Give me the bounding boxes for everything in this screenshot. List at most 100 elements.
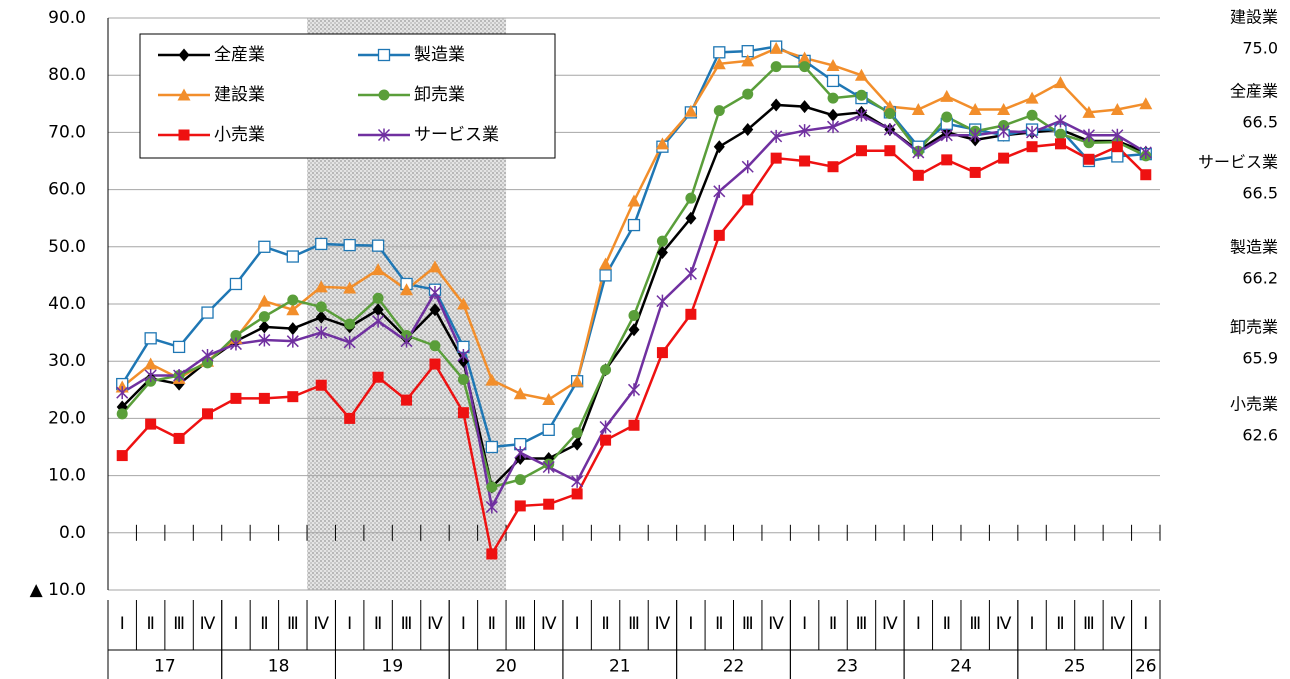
point [485,373,499,386]
x-tick-label: Ⅳ [768,614,784,633]
point [1053,76,1067,89]
point [456,297,470,310]
point [172,340,186,354]
point [599,269,612,282]
point [343,281,357,294]
point [969,166,981,178]
point [1111,128,1124,142]
point [969,128,982,142]
point [1026,109,1038,121]
x-tick-label: Ⅳ [541,614,557,633]
point [286,334,299,348]
point [258,320,270,334]
point [314,280,328,293]
year-label: 25 [1064,657,1086,677]
point [371,263,385,276]
point [429,340,441,352]
x-tick-label: Ⅱ [146,614,154,633]
annotation-name: 全産業 [1230,82,1278,101]
point [742,88,754,100]
x-tick-label: Ⅲ [287,614,299,633]
x-tick-label: Ⅲ [401,614,413,633]
point [799,61,811,73]
y-tick-label: 70.0 [48,122,86,142]
point [713,46,726,59]
x-tick-label: Ⅱ [943,614,951,633]
annotations: 建設業 75.0 全産業 66.5 サービス業 66.5 製造業 66.2 卸売業 65.9 小売業… [1198,8,1278,445]
annotation-value: 75.0 [1242,39,1278,58]
point [144,357,158,370]
x-tick-label: Ⅱ [260,614,268,633]
year-label: 19 [382,657,404,677]
x-tick-label: Ⅰ [233,614,238,633]
point [372,303,384,317]
point [742,123,754,137]
point [599,420,612,434]
y-tick-label: 90.0 [48,8,86,28]
point [258,240,271,253]
y-tick-label: 50.0 [48,237,86,257]
year-label: 20 [495,657,517,677]
point [1054,128,1066,140]
legend-marker [377,48,391,62]
point [826,58,840,71]
x-tick-label: Ⅱ [488,614,496,633]
x-tick-label: Ⅲ [1083,614,1095,633]
point [713,184,726,198]
point [884,108,896,120]
point [826,120,840,134]
point [173,432,185,444]
point [457,348,470,362]
point [571,488,583,500]
y-tick-label: 60.0 [48,180,86,200]
point [514,500,526,512]
point [1083,153,1095,165]
annotation-value: 66.5 [1242,113,1278,132]
y-tick-label: 0.0 [59,523,86,543]
point [940,89,954,102]
point [258,392,270,404]
legend-label: 卸売業 [414,85,465,105]
legend-marker [178,129,190,141]
point [912,145,925,159]
point [287,391,299,403]
point [770,98,782,112]
point [770,129,783,143]
point [571,427,583,439]
point [941,111,953,123]
year-label: 18 [268,657,290,677]
point [883,123,896,137]
point [713,140,725,154]
point [286,250,299,263]
point [627,218,641,232]
point [1139,97,1153,110]
point [656,294,669,308]
point [827,161,839,173]
point [1026,141,1038,153]
y-tick-label: 40.0 [48,294,86,314]
x-tick-label: Ⅳ [882,614,898,633]
point [144,369,157,382]
point [855,89,867,101]
point [401,394,413,406]
point [372,292,384,304]
x-tick-label: Ⅰ [347,614,352,633]
point [684,104,698,117]
point [457,407,469,419]
annotation-name: 製造業 [1230,238,1278,257]
point [1082,105,1096,118]
point [627,383,641,397]
point [798,124,811,138]
annotation-value: 66.2 [1242,269,1278,288]
point [628,309,640,321]
point [315,310,327,324]
x-tick-label: Ⅳ [996,614,1012,633]
point [570,374,584,387]
point [627,194,641,207]
legend-marker [378,89,390,101]
point [799,155,811,167]
point [742,194,754,206]
legend-label: 全産業 [214,45,265,65]
annotation-name: 小売業 [1230,395,1278,414]
